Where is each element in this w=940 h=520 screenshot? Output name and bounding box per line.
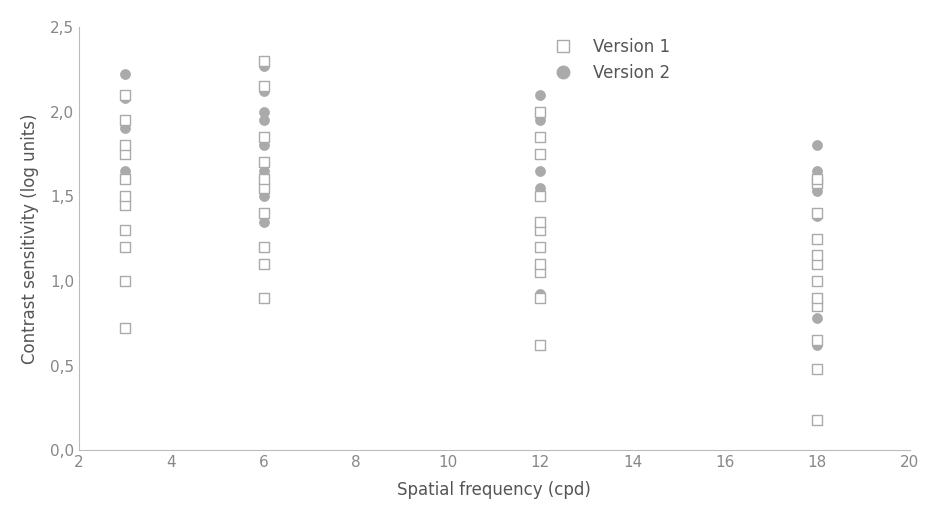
- Point: [256, 57, 271, 65]
- Point: [809, 260, 824, 268]
- Point: [533, 243, 548, 251]
- Point: [809, 166, 824, 175]
- Point: [809, 415, 824, 424]
- Legend: Version 1, Version 2: Version 1, Version 2: [540, 31, 677, 89]
- Point: [809, 235, 824, 243]
- Point: [809, 260, 824, 268]
- Point: [118, 192, 133, 200]
- Point: [809, 212, 824, 220]
- Point: [118, 277, 133, 285]
- Point: [118, 201, 133, 209]
- Point: [118, 175, 133, 184]
- Point: [533, 192, 548, 200]
- Point: [256, 62, 271, 70]
- Point: [118, 70, 133, 79]
- Point: [118, 192, 133, 200]
- Point: [533, 184, 548, 192]
- Point: [533, 260, 548, 268]
- Point: [809, 365, 824, 373]
- Point: [809, 178, 824, 187]
- Point: [256, 141, 271, 150]
- Point: [256, 107, 271, 115]
- Point: [809, 277, 824, 285]
- Point: [118, 124, 133, 133]
- Point: [118, 226, 133, 234]
- Point: [118, 175, 133, 184]
- Point: [256, 116, 271, 124]
- Point: [533, 243, 548, 251]
- Point: [533, 268, 548, 277]
- Point: [809, 341, 824, 349]
- Point: [809, 336, 824, 344]
- Point: [256, 184, 271, 192]
- Point: [256, 166, 271, 175]
- Point: [256, 82, 271, 90]
- Point: [809, 294, 824, 302]
- Point: [533, 90, 548, 99]
- Point: [809, 294, 824, 302]
- Point: [118, 116, 133, 124]
- Point: [256, 260, 271, 268]
- Point: [533, 116, 548, 124]
- Point: [118, 150, 133, 158]
- Point: [533, 290, 548, 298]
- Point: [256, 87, 271, 95]
- Point: [533, 192, 548, 200]
- Point: [118, 166, 133, 175]
- Point: [256, 294, 271, 302]
- Point: [809, 175, 824, 184]
- Point: [533, 217, 548, 226]
- X-axis label: Spatial frequency (cpd): Spatial frequency (cpd): [398, 481, 591, 499]
- Point: [256, 192, 271, 200]
- Point: [809, 314, 824, 322]
- Point: [118, 277, 133, 285]
- Point: [118, 141, 133, 150]
- Point: [256, 133, 271, 141]
- Point: [533, 294, 548, 302]
- Point: [256, 175, 271, 184]
- Point: [118, 150, 133, 158]
- Point: [533, 166, 548, 175]
- Point: [256, 184, 271, 192]
- Point: [256, 217, 271, 226]
- Point: [809, 141, 824, 150]
- Point: [533, 107, 548, 115]
- Point: [533, 217, 548, 226]
- Point: [533, 150, 548, 158]
- Point: [809, 209, 824, 217]
- Point: [809, 235, 824, 243]
- Point: [118, 243, 133, 251]
- Point: [256, 209, 271, 217]
- Y-axis label: Contrast sensitivity (log units): Contrast sensitivity (log units): [21, 113, 39, 364]
- Point: [809, 302, 824, 310]
- Point: [118, 226, 133, 234]
- Point: [809, 251, 824, 259]
- Point: [809, 187, 824, 195]
- Point: [533, 133, 548, 141]
- Point: [118, 94, 133, 102]
- Point: [533, 268, 548, 277]
- Point: [256, 243, 271, 251]
- Point: [533, 226, 548, 234]
- Point: [118, 243, 133, 251]
- Point: [256, 260, 271, 268]
- Point: [118, 324, 133, 332]
- Point: [533, 150, 548, 158]
- Point: [118, 90, 133, 99]
- Point: [256, 158, 271, 166]
- Point: [533, 341, 548, 349]
